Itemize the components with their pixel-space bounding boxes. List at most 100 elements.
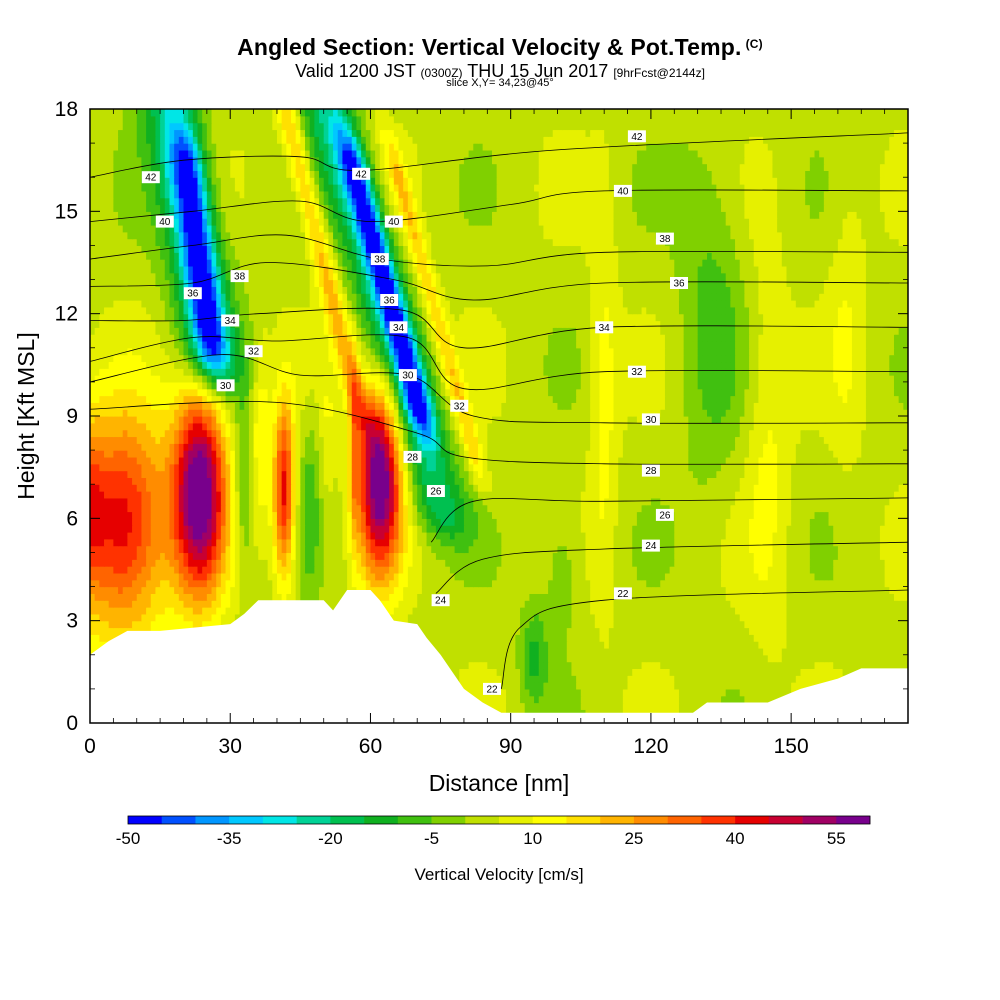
field-cell <box>543 593 549 601</box>
field-cell <box>520 559 526 567</box>
field-cell <box>426 620 432 629</box>
field-cell <box>104 627 110 635</box>
field-cell <box>777 545 783 554</box>
field-cell <box>884 559 890 567</box>
field-cell <box>716 579 722 588</box>
field-cell <box>791 572 797 581</box>
field-cell <box>248 559 255 567</box>
field-cell <box>571 654 577 663</box>
field-cell <box>576 572 582 581</box>
field-cell <box>809 593 816 601</box>
field-cell <box>833 641 839 649</box>
field-cell <box>660 675 666 683</box>
field-cell <box>655 641 661 649</box>
field-cell <box>403 531 409 540</box>
field-cell <box>370 531 376 540</box>
field-cell <box>421 538 428 547</box>
field-cell <box>520 586 526 594</box>
field-cell <box>636 566 643 574</box>
field-cell <box>739 688 745 697</box>
field-cell <box>879 661 886 670</box>
field-cell <box>122 607 128 615</box>
field-cell <box>889 531 895 540</box>
field-cell <box>118 531 124 540</box>
field-cell <box>188 600 194 608</box>
field-cell <box>99 613 105 622</box>
field-cell <box>412 613 418 622</box>
field-cell <box>632 538 638 547</box>
field-cell <box>276 579 283 588</box>
field-cell <box>884 600 890 608</box>
field-cell <box>463 668 470 676</box>
field-cell <box>753 593 760 601</box>
field-cell <box>300 538 306 547</box>
field-cell <box>627 668 633 676</box>
field-cell <box>865 661 872 670</box>
field-cell <box>856 572 862 581</box>
field-cell <box>636 620 643 629</box>
field-cell <box>833 572 839 581</box>
field-cell <box>674 661 680 670</box>
field-cell <box>721 593 727 601</box>
field-cell <box>847 627 853 635</box>
field-cell <box>99 620 105 629</box>
field-cell <box>814 661 820 670</box>
field-cell <box>730 559 736 567</box>
field-cell <box>800 552 806 560</box>
field-cell <box>562 647 568 656</box>
field-cell <box>707 579 713 588</box>
field-cell <box>538 586 544 594</box>
field-cell <box>562 620 568 629</box>
field-cell <box>510 545 516 554</box>
field-cell <box>146 586 152 594</box>
field-cell <box>548 695 554 704</box>
field-cell <box>646 702 652 710</box>
field-cell <box>730 634 736 642</box>
field-cell <box>903 552 908 560</box>
field-cell <box>777 661 783 670</box>
field-cell <box>730 613 736 622</box>
field-cell <box>856 600 862 608</box>
field-cell <box>146 579 152 588</box>
field-cell <box>454 531 460 540</box>
field-cell <box>468 566 474 574</box>
field-cell <box>786 647 792 656</box>
field-cell <box>365 552 372 560</box>
field-cell <box>749 661 755 670</box>
field-cell <box>491 641 498 649</box>
field-cell <box>463 613 470 622</box>
field-cell <box>739 627 745 635</box>
field-cell <box>678 702 685 710</box>
field-cell <box>211 545 217 554</box>
field-cell <box>281 559 287 567</box>
field-cell <box>842 593 848 601</box>
field-cell <box>772 695 778 704</box>
field-cell <box>664 702 671 710</box>
field-cell <box>258 545 264 554</box>
field-cell <box>594 695 601 704</box>
field-cell <box>655 620 661 629</box>
field-cell <box>805 545 811 554</box>
field-cell <box>683 682 689 690</box>
field-cell <box>557 620 563 629</box>
field-cell <box>491 695 498 704</box>
field-cell <box>889 607 895 615</box>
field-cell <box>814 559 820 567</box>
field-cell <box>721 607 727 615</box>
field-cell <box>506 688 512 697</box>
field-cell <box>795 607 802 615</box>
field-cell <box>543 641 549 649</box>
field-cell <box>333 593 339 601</box>
field-cell <box>426 531 432 540</box>
field-cell <box>716 545 722 554</box>
field-cell <box>188 593 194 601</box>
field-cell <box>865 634 872 642</box>
field-cell <box>814 634 820 642</box>
field-cell <box>543 559 549 567</box>
field-cell <box>333 545 339 554</box>
field-cell <box>678 593 685 601</box>
field-cell <box>473 634 479 642</box>
field-cell <box>435 525 442 533</box>
field-cell <box>875 607 881 615</box>
field-cell <box>571 531 577 540</box>
